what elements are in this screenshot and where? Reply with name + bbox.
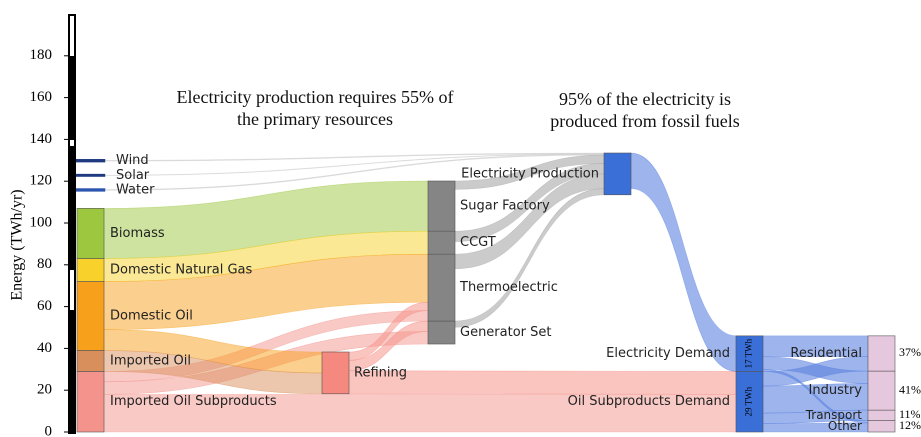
- node: [76, 208, 105, 259]
- node-label: Solar: [116, 168, 150, 183]
- node-label: Refining: [354, 365, 407, 380]
- annotation: produced from fossil fuels: [550, 111, 739, 131]
- node: [75, 188, 106, 192]
- node-value-label: 29 TWh: [744, 386, 754, 416]
- node: [735, 371, 764, 433]
- node: [867, 420, 896, 433]
- node: [735, 335, 764, 372]
- axis-bar-segment: [70, 270, 74, 310]
- node-label: CCGT: [460, 235, 496, 250]
- y-tick-label: 100: [30, 214, 53, 230]
- node-label: Generator Set: [460, 325, 552, 340]
- node-label: Residential: [790, 346, 862, 361]
- node: [867, 370, 896, 411]
- node: [75, 159, 106, 163]
- node-label: Biomass: [110, 226, 165, 241]
- nodes: [75, 152, 896, 433]
- node-label: Domestic Natural Gas: [110, 263, 253, 278]
- node: [427, 253, 456, 322]
- labels: 0 20 40 60 80 100 120 140 160 180 Imported Oil Sub…: [30, 47, 921, 437]
- share-label: 12%: [899, 418, 921, 432]
- y-tick-label: 140: [30, 131, 53, 147]
- node: [76, 350, 105, 372]
- annotation: the primary resources: [237, 109, 393, 129]
- axis-bar-segment: [70, 140, 74, 146]
- node: [867, 409, 896, 421]
- node-label: Imported Oil Subproducts: [110, 394, 277, 409]
- y-tick-label: 120: [30, 173, 53, 189]
- y-axis-label: Energy (TWh/yr): [9, 189, 26, 300]
- node-label: Electricity Production: [461, 166, 599, 181]
- node: [427, 180, 456, 232]
- link: [348, 370, 737, 395]
- y-tick-label: 160: [30, 89, 53, 105]
- share-label: 37%: [899, 345, 921, 359]
- y-tick-label: 0: [45, 423, 53, 437]
- annotation: Electricity production requires 55% of: [177, 87, 454, 107]
- node: [76, 281, 105, 351]
- node-label: Water: [116, 182, 155, 197]
- node: [427, 320, 456, 345]
- node-label: Sugar Factory: [460, 199, 550, 214]
- link: [630, 152, 737, 372]
- annotation: 95% of the electricity is: [559, 89, 731, 109]
- link: [103, 152, 605, 162]
- share-label: 41%: [899, 382, 921, 396]
- y-tick-label: 20: [37, 382, 52, 398]
- node-label: Transport: [805, 408, 863, 422]
- node-label: Other: [828, 419, 862, 433]
- share-label: 11%: [899, 407, 921, 421]
- node-label: Industry: [809, 383, 863, 398]
- node: [603, 152, 632, 196]
- y-tick-label: 180: [30, 47, 53, 63]
- node: [76, 371, 105, 433]
- node: [321, 351, 350, 395]
- node-label: Imported Oil: [110, 353, 191, 368]
- node-label: Electricity Demand: [606, 346, 730, 361]
- node: [76, 258, 105, 282]
- node: [427, 230, 456, 255]
- node-label: Wind: [116, 153, 149, 168]
- node-label: Domestic Oil: [110, 309, 193, 324]
- node: [867, 335, 896, 372]
- y-tick-label: 60: [37, 298, 52, 314]
- y-tick-label: 80: [37, 256, 52, 272]
- node-value-label: 17 TWh: [744, 338, 754, 368]
- y-tick-label: 40: [37, 340, 52, 356]
- axis-bar: [68, 14, 76, 434]
- node-label: Thermoelectric: [459, 280, 558, 295]
- axis-bar-segment: [70, 16, 74, 56]
- node-label: Oil Subproducts Demand: [568, 394, 730, 409]
